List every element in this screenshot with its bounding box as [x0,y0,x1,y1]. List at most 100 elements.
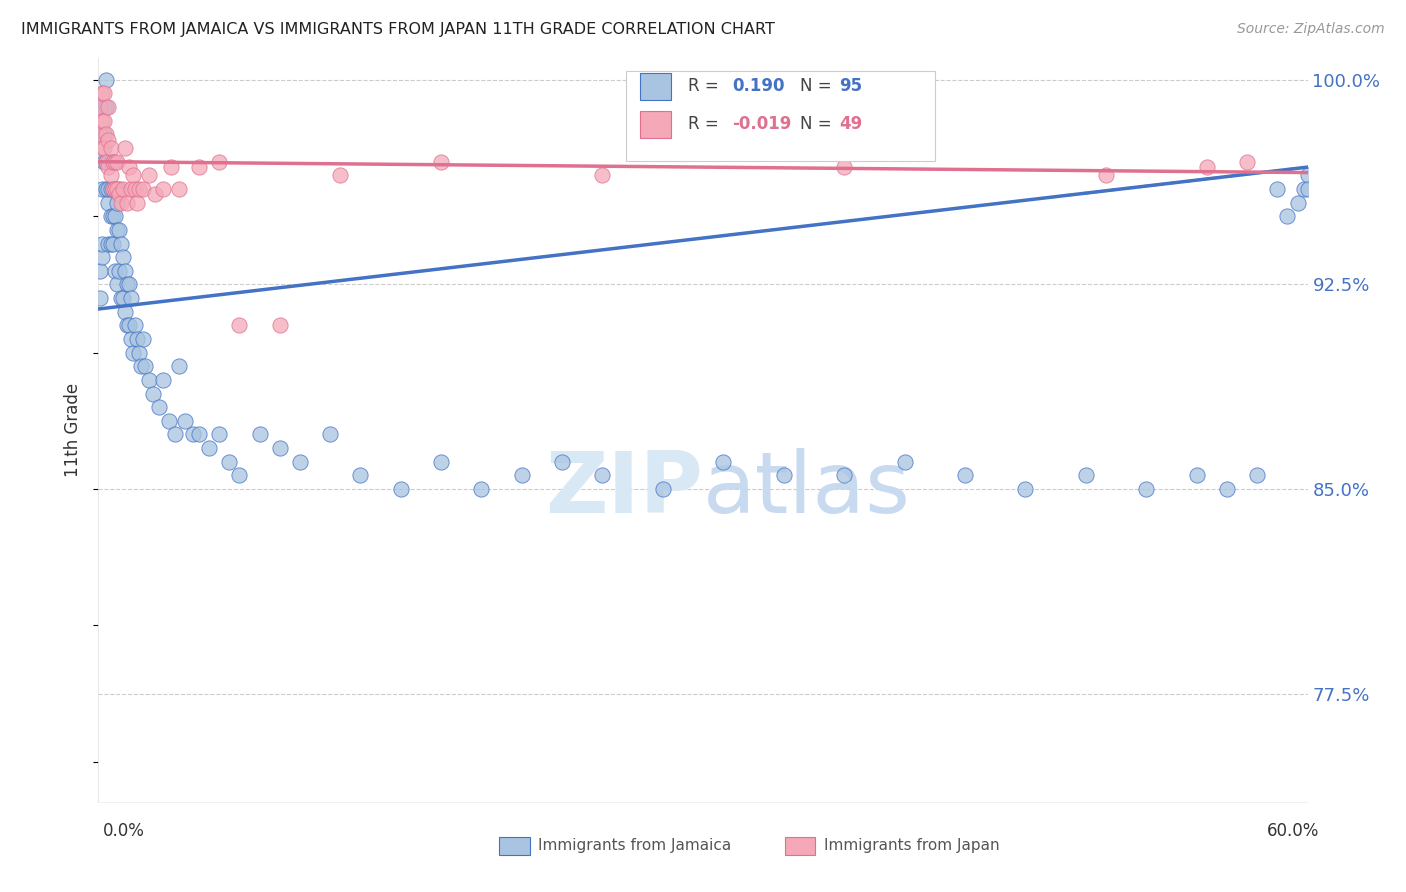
Point [138,169,160,183]
Point [120,182,142,196]
Point [188,160,211,174]
Point [101,236,124,251]
Text: N =: N = [800,77,837,95]
Point [430,455,453,469]
Point [174,414,197,428]
Point [1292,182,1315,196]
Point [114,264,136,278]
Point [208,154,231,169]
Point [470,482,492,496]
Point [110,195,132,210]
Point [110,291,132,305]
Point [97,195,120,210]
Point [101,209,124,223]
Point [269,441,291,455]
Point [115,195,138,210]
Point [91,141,114,155]
Point [1095,169,1118,183]
Point [132,332,155,346]
Point [120,291,142,305]
Point [125,195,148,210]
Point [128,345,150,359]
Point [651,482,673,496]
Point [111,291,134,305]
Text: Immigrants from Japan: Immigrants from Japan [824,838,1000,853]
Point [89,128,111,142]
Point [97,133,120,147]
Point [96,154,118,169]
Point [103,264,125,278]
Point [591,468,613,483]
Point [105,182,128,196]
Point [157,414,180,428]
Point [96,100,118,114]
Point [138,373,160,387]
Point [218,455,240,469]
Point [96,72,118,87]
Point [91,113,114,128]
Point [100,209,122,223]
Point [1286,195,1309,210]
Point [110,236,132,251]
Point [1236,154,1258,169]
Point [114,141,136,155]
Point [124,182,146,196]
Point [97,236,120,251]
Point [114,304,136,318]
Point [1195,160,1218,174]
Text: 60.0%: 60.0% [1267,822,1319,840]
Text: -0.019: -0.019 [733,115,792,133]
Point [93,113,115,128]
Point [832,160,855,174]
Point [93,87,115,101]
Point [319,427,342,442]
Point [100,169,122,183]
Point [228,468,250,483]
Point [198,441,221,455]
Point [124,318,146,333]
Point [430,154,453,169]
Point [125,332,148,346]
Point [329,169,352,183]
Point [105,223,128,237]
Point [115,277,138,292]
Point [208,427,231,442]
Point [101,182,124,196]
Point [120,332,142,346]
Point [188,427,211,442]
Point [101,154,124,169]
Point [128,182,150,196]
Point [132,182,155,196]
Point [96,154,118,169]
Point [107,264,129,278]
Point [591,169,613,183]
Point [152,373,174,387]
Point [105,154,128,169]
Point [93,154,115,169]
Text: IMMIGRANTS FROM JAMAICA VS IMMIGRANTS FROM JAPAN 11TH GRADE CORRELATION CHART: IMMIGRANTS FROM JAMAICA VS IMMIGRANTS FR… [21,22,775,37]
Y-axis label: 11th Grade: 11th Grade [65,384,83,477]
Point [96,182,118,196]
Text: ZIP: ZIP [546,449,703,532]
Point [100,154,122,169]
Point [91,236,114,251]
Point [167,359,190,374]
Text: R =: R = [688,77,724,95]
Point [163,427,186,442]
Point [93,128,115,142]
Point [121,345,143,359]
Point [103,209,125,223]
Point [101,154,124,169]
Point [1277,209,1299,223]
Point [105,277,128,292]
Point [115,318,138,333]
Point [97,160,120,174]
Point [129,359,152,374]
Point [269,318,291,333]
Point [105,195,128,210]
Point [953,468,976,483]
Point [1135,482,1157,496]
Point [167,182,190,196]
Point [100,236,122,251]
Point [107,187,129,202]
